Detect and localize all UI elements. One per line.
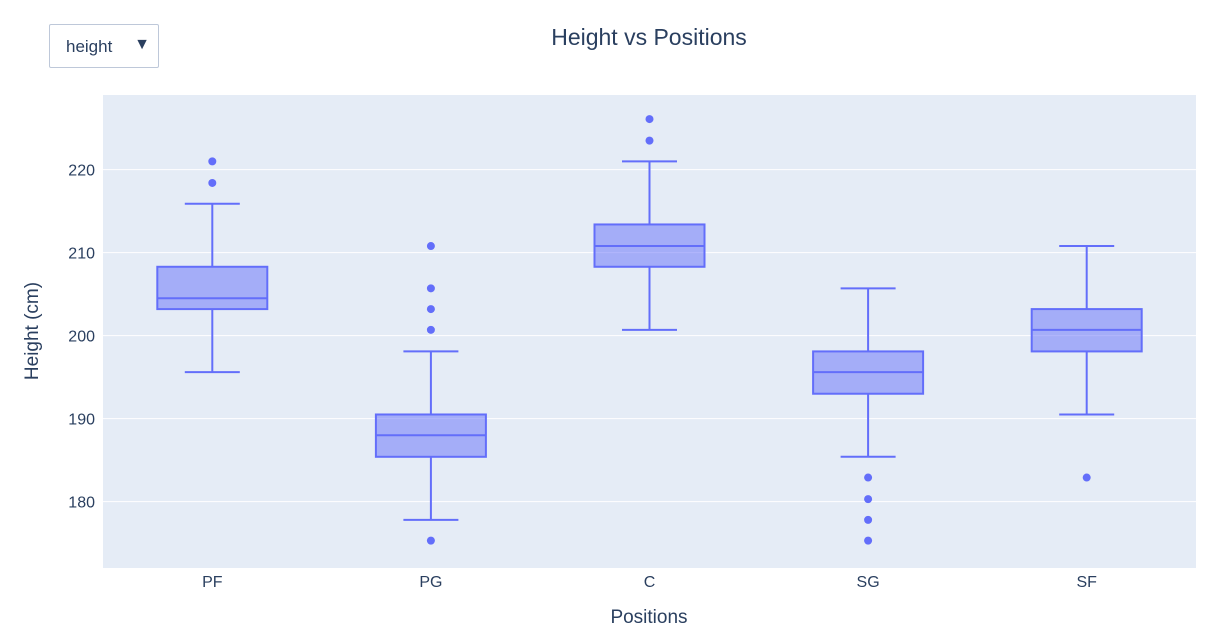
outlier-point	[646, 115, 654, 123]
x-tick-label: C	[644, 574, 656, 591]
outlier-point	[646, 137, 654, 145]
outlier-point	[208, 179, 216, 187]
y-tick-label: 210	[68, 246, 95, 263]
y-tick-label: 220	[68, 163, 95, 180]
y-tick-labels: 180 190 200 210 220	[68, 163, 95, 512]
outlier-point	[864, 495, 872, 503]
x-tick-label: SF	[1076, 574, 1097, 591]
outlier-point	[427, 242, 435, 250]
y-axis-title: Height (cm)	[22, 282, 43, 380]
x-axis-title: Positions	[610, 607, 687, 628]
outlier-point	[427, 284, 435, 292]
outlier-point	[864, 537, 872, 545]
outlier-point	[427, 537, 435, 545]
y-tick-label: 200	[68, 329, 95, 346]
x-tick-label: PF	[202, 574, 223, 591]
y-tick-label: 190	[68, 412, 95, 429]
x-tick-label: SG	[857, 574, 880, 591]
x-tick-labels: PF PG C SG SF	[202, 574, 1097, 591]
outlier-point	[208, 157, 216, 165]
outlier-point	[864, 474, 872, 482]
outlier-point	[427, 305, 435, 313]
x-tick-label: PG	[419, 574, 442, 591]
outlier-point	[427, 326, 435, 334]
outlier-point	[1083, 474, 1091, 482]
chart-title: Height vs Positions	[551, 24, 747, 50]
iqr-box	[157, 267, 267, 309]
y-tick-label: 180	[68, 495, 95, 512]
outlier-point	[864, 516, 872, 524]
